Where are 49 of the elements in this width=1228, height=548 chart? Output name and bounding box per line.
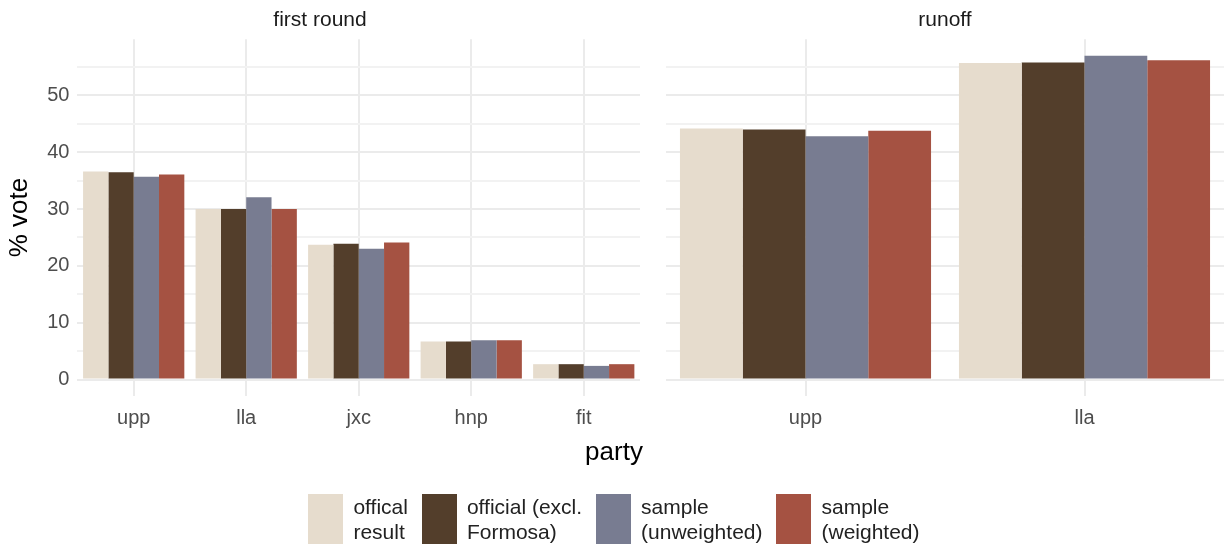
bar	[133, 176, 160, 379]
y-tick-label: 10	[47, 310, 70, 333]
bar	[195, 209, 221, 379]
y-tick-label: 50	[47, 82, 70, 105]
bar	[246, 197, 272, 379]
bar	[609, 364, 635, 379]
x-tick-label: lla	[236, 405, 258, 428]
y-axis-title: % vote	[2, 177, 33, 258]
y-tick-label: 30	[47, 196, 70, 219]
x-tick-label: jxc	[345, 405, 371, 428]
bar	[384, 242, 410, 379]
legend-label: sample (unweighted)	[641, 494, 763, 544]
x-tick-label: upp	[788, 405, 823, 428]
x-axis-title: party	[584, 436, 644, 467]
bar	[1084, 55, 1148, 379]
bar	[533, 364, 559, 379]
legend-label: offical result	[353, 494, 408, 544]
bar	[1021, 62, 1085, 379]
bar	[805, 136, 869, 379]
bar	[271, 209, 297, 379]
bar	[1147, 60, 1211, 379]
bar	[958, 63, 1022, 379]
y-tick-label: 0	[58, 367, 70, 390]
chart-title: runoff	[918, 7, 972, 31]
bar	[108, 172, 134, 379]
x-tick-label: upp	[117, 405, 151, 428]
bar	[420, 341, 446, 379]
bar	[496, 340, 522, 379]
legend-label: official (excl. Formosa)	[466, 494, 583, 544]
bar	[471, 340, 497, 379]
bar	[445, 341, 472, 379]
legend-label: sample (weighted)	[821, 494, 920, 544]
x-tick-label: hnp	[454, 405, 488, 428]
bar	[159, 174, 185, 379]
bar	[679, 128, 743, 379]
y-tick-label: 40	[47, 139, 70, 162]
bar	[558, 364, 584, 379]
bar	[358, 248, 385, 379]
bar	[742, 129, 806, 379]
chart-title: first round	[273, 7, 367, 31]
x-tick-label: lla	[1074, 405, 1096, 428]
bar	[308, 244, 334, 379]
bar	[333, 243, 359, 379]
y-tick-label: 20	[47, 253, 70, 276]
bar	[220, 209, 247, 379]
x-tick-label: fit	[575, 405, 592, 428]
bar	[83, 171, 109, 379]
bar	[583, 365, 610, 379]
bar	[868, 130, 932, 379]
